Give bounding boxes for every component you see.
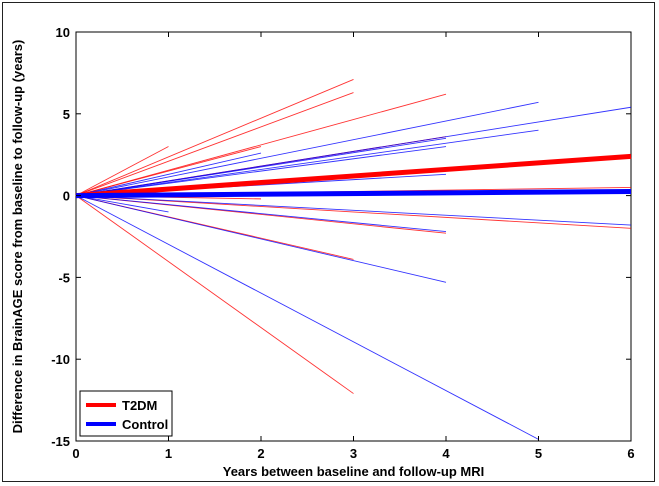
legend-label-control: Control bbox=[122, 417, 168, 432]
legend-box bbox=[79, 390, 173, 437]
x-tick-label: 3 bbox=[350, 446, 357, 461]
series-0-line-4 bbox=[75, 146, 262, 197]
series-0-line-11 bbox=[75, 195, 354, 394]
y-tick-label: -10 bbox=[51, 352, 70, 367]
x-tick-label: 5 bbox=[535, 446, 542, 461]
series-1-line-12 bbox=[75, 195, 539, 440]
series-1-line-10 bbox=[75, 195, 632, 226]
series-0-mean-line bbox=[75, 153, 632, 199]
series-1-line-4 bbox=[75, 152, 262, 197]
mean-lines bbox=[75, 153, 632, 199]
series-1-line-11 bbox=[75, 195, 447, 283]
y-axis-label: Difference in BrainAGE score from baseli… bbox=[10, 40, 25, 434]
series-1-line-8 bbox=[75, 195, 169, 213]
series-1-mean-line bbox=[75, 189, 632, 199]
series-0-line-0 bbox=[75, 146, 169, 196]
series-1-line-5 bbox=[75, 137, 447, 197]
x-tick-label: 1 bbox=[165, 446, 172, 461]
series-0-line-2 bbox=[75, 92, 354, 197]
x-tick-label: 2 bbox=[257, 446, 264, 461]
axis-ticks: 0 1 2 3 4 5 6 -15 -10 -5 0 5 10 bbox=[51, 25, 634, 461]
series-1-line-3 bbox=[75, 146, 447, 197]
legend: T2DM Control bbox=[79, 390, 173, 437]
y-tick-label: -15 bbox=[51, 434, 70, 449]
series-1-line-0 bbox=[75, 101, 539, 197]
series-1-line-2 bbox=[75, 129, 539, 197]
y-tick-label: -5 bbox=[58, 270, 70, 285]
series-0-line-9 bbox=[75, 195, 632, 229]
y-tick-label: 0 bbox=[63, 189, 70, 204]
x-tick-label: 4 bbox=[442, 446, 450, 461]
x-tick-label: 0 bbox=[72, 446, 79, 461]
legend-label-t2dm: T2DM bbox=[122, 398, 157, 413]
y-tick-label: 5 bbox=[63, 107, 70, 122]
series-0-line-3 bbox=[75, 93, 447, 197]
series-0-line-1 bbox=[75, 79, 354, 197]
x-tick-label: 6 bbox=[627, 446, 634, 461]
series-1-line-9 bbox=[75, 195, 447, 233]
y-tick-label: 10 bbox=[56, 25, 70, 40]
x-axis-label: Years between baseline and follow-up MRI bbox=[223, 464, 485, 479]
plot-area bbox=[75, 31, 632, 442]
